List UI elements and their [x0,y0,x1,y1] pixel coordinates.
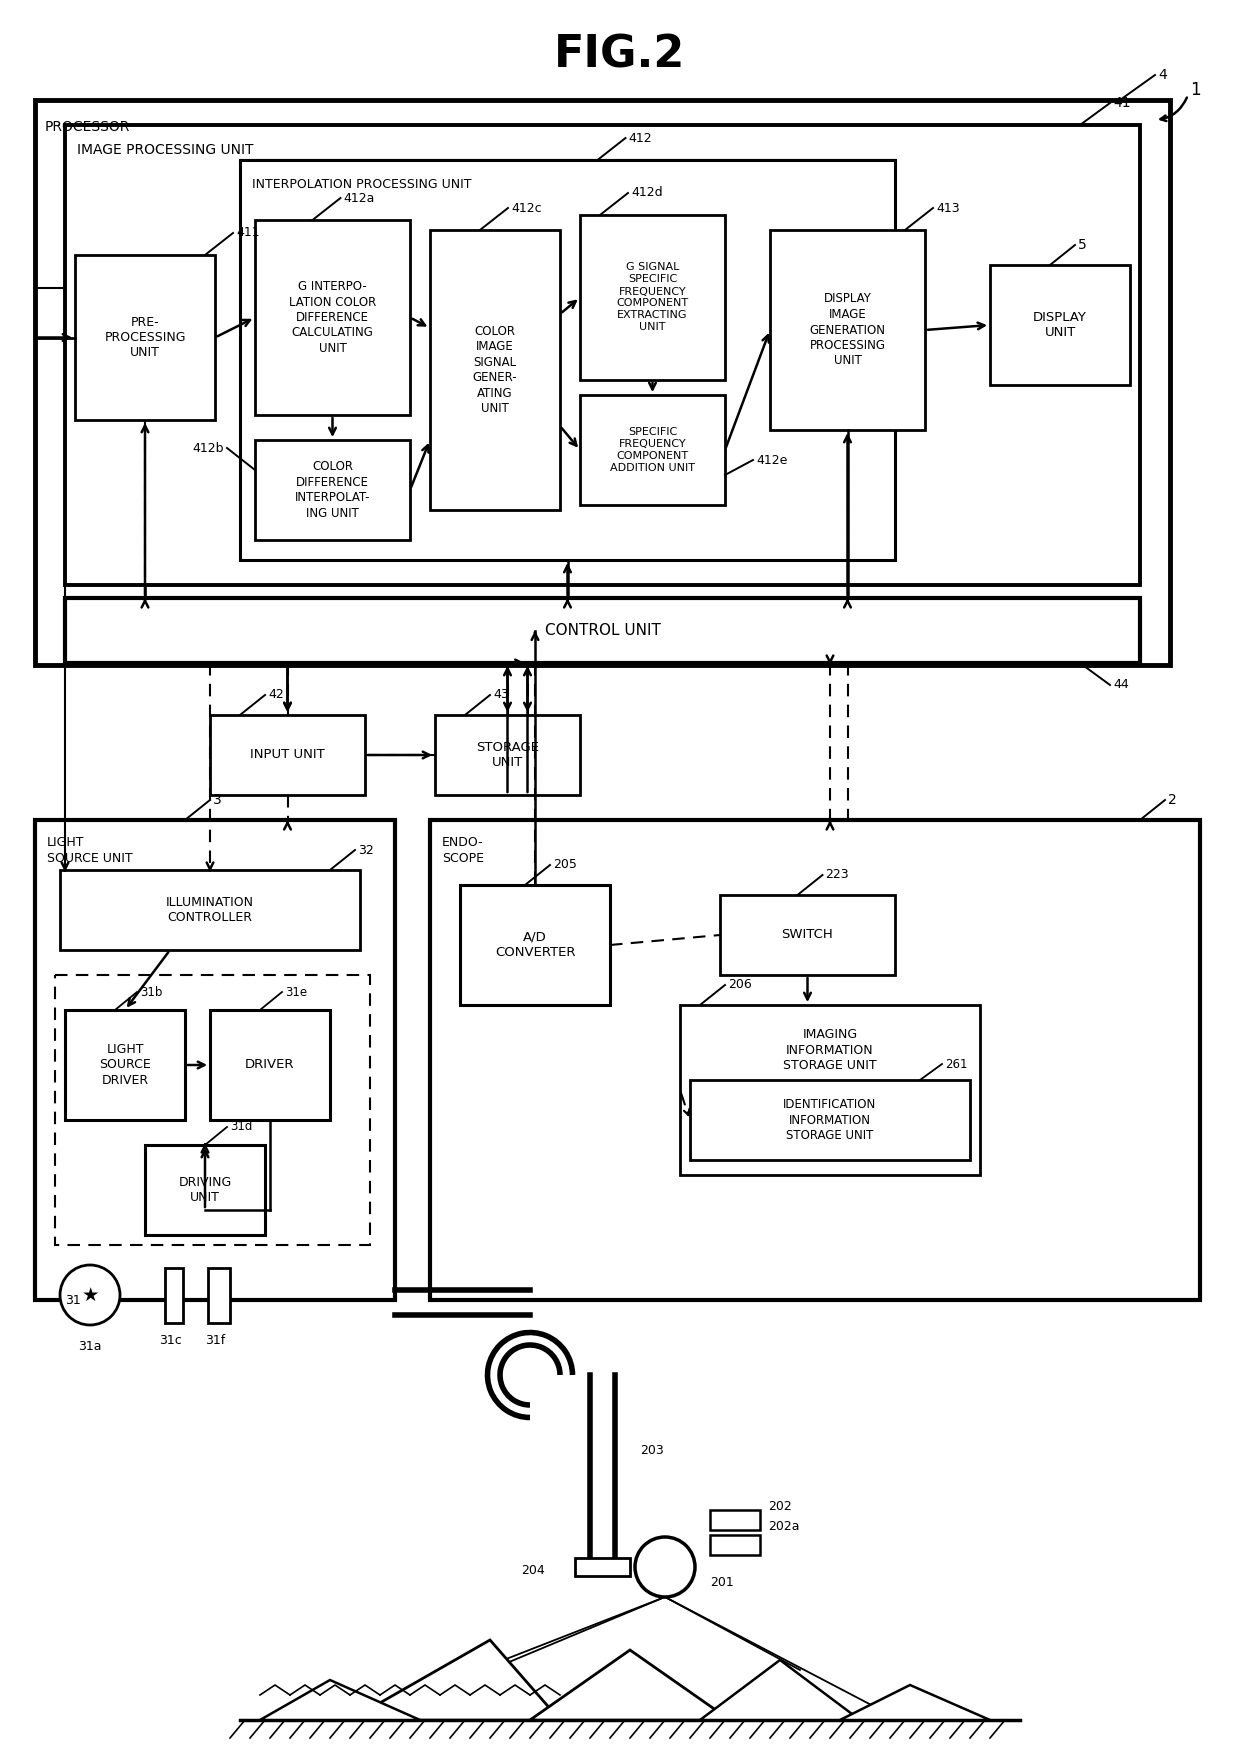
Text: 41: 41 [1114,97,1131,109]
Circle shape [60,1264,120,1324]
FancyBboxPatch shape [460,886,610,1006]
FancyBboxPatch shape [430,231,560,511]
Text: 412e: 412e [756,454,787,467]
Text: IMAGE PROCESSING UNIT: IMAGE PROCESSING UNIT [77,143,253,157]
Text: 32: 32 [358,844,373,856]
FancyBboxPatch shape [241,160,895,560]
Text: 202a: 202a [768,1520,800,1534]
FancyBboxPatch shape [711,1536,760,1555]
Text: 413: 413 [936,201,960,215]
Text: A/D
CONVERTER: A/D CONVERTER [495,932,575,960]
Text: 203: 203 [640,1444,663,1456]
FancyBboxPatch shape [580,215,725,380]
Polygon shape [350,1639,560,1720]
Text: 31c: 31c [159,1333,181,1347]
Text: DISPLAY
UNIT: DISPLAY UNIT [1033,310,1087,340]
Polygon shape [701,1661,861,1720]
Text: 412b: 412b [192,442,224,454]
Text: 43: 43 [494,689,508,701]
Text: SPECIFIC
FREQUENCY
COMPONENT
ADDITION UNIT: SPECIFIC FREQUENCY COMPONENT ADDITION UN… [610,426,694,474]
FancyBboxPatch shape [255,440,410,541]
Text: INPUT UNIT: INPUT UNIT [250,748,325,761]
Text: STORAGE
UNIT: STORAGE UNIT [476,741,539,770]
Polygon shape [839,1685,990,1720]
FancyBboxPatch shape [770,231,925,430]
Text: COLOR
IMAGE
SIGNAL
GENER-
ATING
UNIT: COLOR IMAGE SIGNAL GENER- ATING UNIT [472,324,517,416]
Text: 412a: 412a [343,192,374,204]
Text: 206: 206 [728,979,751,991]
Text: DISPLAY
IMAGE
GENERATION
PROCESSING
UNIT: DISPLAY IMAGE GENERATION PROCESSING UNIT [810,292,885,368]
Text: ENDO-
SCOPE: ENDO- SCOPE [441,836,484,865]
Polygon shape [529,1650,730,1720]
FancyBboxPatch shape [64,125,1140,585]
FancyBboxPatch shape [711,1509,760,1530]
Text: SWITCH: SWITCH [781,928,833,942]
FancyBboxPatch shape [210,715,365,794]
Text: PRE-
PROCESSING
UNIT: PRE- PROCESSING UNIT [104,315,186,359]
FancyBboxPatch shape [255,220,410,416]
Text: 2: 2 [1168,792,1177,807]
Text: G INTERPO-
LATION COLOR
DIFFERENCE
CALCULATING
UNIT: G INTERPO- LATION COLOR DIFFERENCE CALCU… [289,280,376,356]
FancyBboxPatch shape [210,1011,330,1120]
Text: 261: 261 [945,1058,967,1071]
Circle shape [635,1537,694,1597]
Text: 5: 5 [1078,238,1086,252]
Text: LIGHT
SOURCE UNIT: LIGHT SOURCE UNIT [47,836,133,865]
Text: CONTROL UNIT: CONTROL UNIT [544,623,661,637]
FancyBboxPatch shape [165,1268,184,1323]
Text: DRIVING
UNIT: DRIVING UNIT [179,1176,232,1205]
FancyBboxPatch shape [990,264,1130,386]
Text: 31d: 31d [229,1120,253,1134]
Text: 204: 204 [521,1564,546,1576]
FancyBboxPatch shape [35,100,1171,666]
Text: 202: 202 [768,1500,792,1513]
FancyBboxPatch shape [45,976,374,1286]
Text: INTERPOLATION PROCESSING UNIT: INTERPOLATION PROCESSING UNIT [252,178,471,190]
Text: IDENTIFICATION
INFORMATION
STORAGE UNIT: IDENTIFICATION INFORMATION STORAGE UNIT [784,1099,877,1141]
Text: IMAGING
INFORMATION
STORAGE UNIT: IMAGING INFORMATION STORAGE UNIT [784,1028,877,1072]
Text: ILLUMINATION
CONTROLLER: ILLUMINATION CONTROLLER [166,896,254,925]
Text: 31f: 31f [205,1333,226,1347]
Text: 3: 3 [213,792,222,807]
FancyBboxPatch shape [435,715,580,794]
FancyBboxPatch shape [55,976,370,1245]
Text: 4: 4 [1158,69,1167,83]
FancyBboxPatch shape [575,1558,630,1576]
Text: 412c: 412c [511,201,542,215]
FancyBboxPatch shape [689,1079,970,1160]
FancyBboxPatch shape [35,821,396,1300]
FancyBboxPatch shape [145,1145,265,1234]
FancyBboxPatch shape [64,1011,185,1120]
FancyBboxPatch shape [680,1006,980,1175]
Text: 205: 205 [553,859,577,872]
Text: 201: 201 [711,1576,734,1588]
FancyBboxPatch shape [64,599,1140,662]
Text: 31e: 31e [285,986,308,998]
Text: 31: 31 [64,1294,81,1307]
Text: 412d: 412d [631,187,662,199]
Polygon shape [260,1680,420,1720]
Text: PROCESSOR: PROCESSOR [45,120,130,134]
Text: G SIGNAL
SPECIFIC
FREQUENCY
COMPONENT
EXTRACTING
UNIT: G SIGNAL SPECIFIC FREQUENCY COMPONENT EX… [616,262,688,333]
FancyBboxPatch shape [720,895,895,976]
FancyBboxPatch shape [74,255,215,421]
Text: COLOR
DIFFERENCE
INTERPOLAT-
ING UNIT: COLOR DIFFERENCE INTERPOLAT- ING UNIT [295,460,371,519]
Text: DRIVER: DRIVER [246,1058,295,1071]
Text: ★: ★ [82,1286,99,1305]
Text: LIGHT
SOURCE
DRIVER: LIGHT SOURCE DRIVER [99,1043,151,1087]
FancyBboxPatch shape [60,870,360,949]
Text: 44: 44 [1114,678,1128,692]
FancyBboxPatch shape [430,821,1200,1300]
Text: 1: 1 [1189,81,1200,99]
Text: 223: 223 [826,868,849,882]
Text: 411: 411 [236,227,259,239]
FancyBboxPatch shape [208,1268,229,1323]
Text: FIG.2: FIG.2 [554,33,686,76]
Text: 412: 412 [629,132,652,144]
Text: 31b: 31b [140,986,162,998]
FancyBboxPatch shape [580,394,725,505]
Text: 31a: 31a [78,1340,102,1354]
Text: 42: 42 [268,689,284,701]
